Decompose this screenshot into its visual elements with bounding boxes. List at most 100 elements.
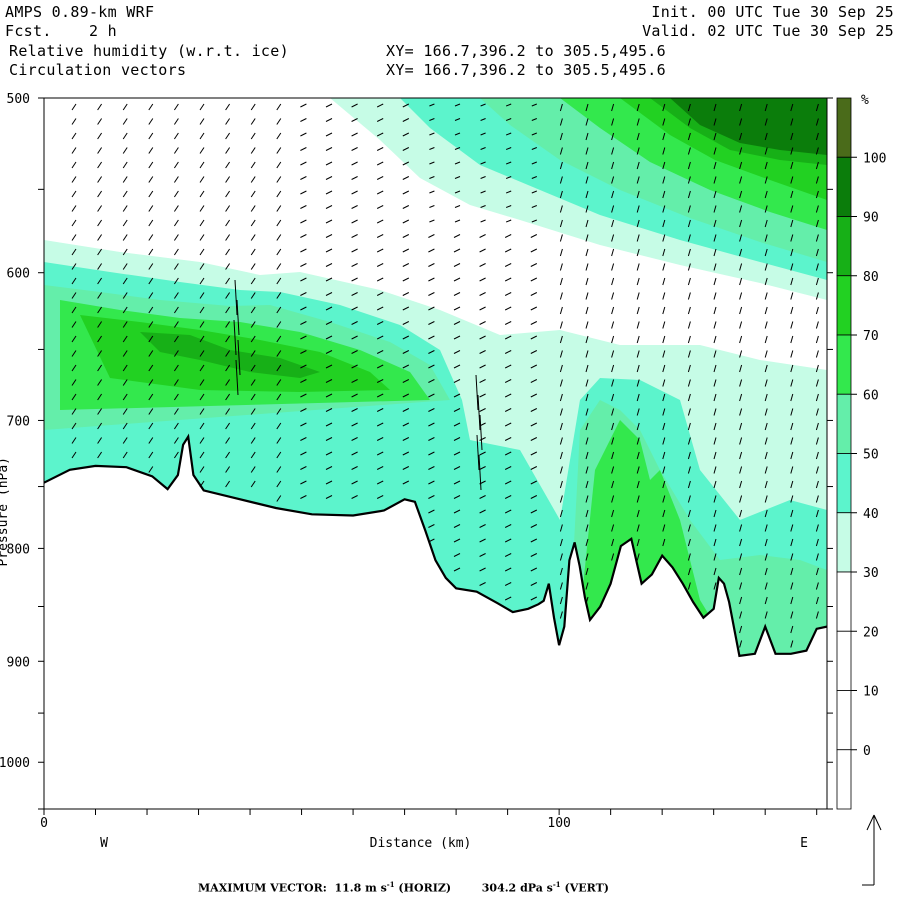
circulation-vector [636, 335, 640, 344]
circulation-vector [662, 422, 666, 431]
circulation-vector [636, 437, 640, 445]
circulation-vector [790, 451, 794, 460]
circulation-vector [739, 306, 743, 315]
circulation-vector [453, 321, 461, 325]
circulation-vector [402, 466, 410, 470]
circulation-vector [662, 277, 666, 286]
circulation-vector [428, 263, 435, 267]
circulation-vector [687, 379, 691, 387]
circulation-vector [739, 190, 743, 199]
circulation-vector [71, 408, 77, 415]
circulation-vector [764, 132, 768, 141]
circulation-vector [815, 248, 819, 257]
circulation-vector [687, 118, 691, 126]
circulation-vector [739, 524, 743, 532]
circulation-vector [790, 132, 794, 141]
circulation-vector [815, 234, 819, 242]
circulation-vector [480, 132, 486, 136]
circulation-vector [300, 437, 307, 441]
circulation-vector [611, 437, 615, 445]
circulation-vector [402, 480, 410, 485]
circulation-vector [585, 263, 589, 271]
circulation-vector [300, 219, 307, 224]
circulation-vector [300, 277, 307, 282]
circulation-vector [530, 306, 538, 311]
circulation-vector [636, 379, 640, 387]
circulation-vector [559, 393, 563, 402]
circulation-vector [636, 132, 640, 141]
circulation-vector [199, 408, 205, 415]
circulation-vector [480, 147, 486, 150]
circulation-vector [402, 451, 410, 456]
circulation-vector [402, 118, 410, 122]
circulation-vector [713, 219, 717, 228]
circulation-vector [611, 509, 615, 518]
circulation-vector [739, 321, 743, 329]
circulation-vector [530, 292, 538, 296]
circulation-vector [97, 451, 103, 459]
circulation-vector [71, 190, 77, 198]
circulation-vector [173, 335, 179, 343]
circulation-vector [480, 205, 486, 208]
circulation-vector [713, 582, 717, 590]
x-tick-label: 0 [40, 816, 48, 831]
circulation-vector [739, 625, 743, 634]
circulation-vector [453, 466, 461, 470]
circulation-vector [636, 161, 640, 170]
circulation-vector [611, 147, 615, 155]
circulation-vector [300, 234, 307, 238]
valid-time: Valid. 02 UTC Tue 30 Sep 25 [642, 22, 894, 40]
circulation-vector [739, 147, 743, 155]
circulation-vector [429, 190, 435, 194]
circulation-vector [790, 205, 794, 213]
circulation-vector [276, 408, 282, 415]
circulation-vector [225, 248, 231, 256]
circulation-vector [815, 350, 819, 358]
circulation-vector [376, 118, 384, 122]
circulation-vector [453, 567, 461, 572]
circulation-vector [250, 292, 256, 299]
circulation-vector [97, 263, 103, 270]
circulation-vector [376, 422, 384, 427]
circulation-vector [530, 524, 538, 528]
circulation-vector [300, 190, 307, 195]
circulation-vector [559, 582, 563, 590]
circulation-vector [559, 147, 563, 155]
circulation-vector [559, 350, 563, 358]
circulation-vector [530, 553, 538, 557]
circulation-vector [739, 132, 743, 141]
circulation-vector [122, 408, 128, 415]
circulation-vector [764, 219, 768, 228]
circulation-vector [276, 103, 282, 111]
circulation-vector [122, 118, 128, 125]
circulation-vector [815, 306, 819, 315]
circulation-vector [531, 132, 537, 136]
circulation-vector [636, 277, 640, 286]
circulation-vector [687, 350, 691, 358]
circulation-vector [351, 437, 358, 441]
circulation-vector [662, 466, 666, 474]
circulation-vector [148, 393, 154, 401]
circulation-vector [325, 234, 333, 238]
circulation-vector [479, 335, 486, 340]
circulation-vector [428, 480, 435, 485]
circulation-vector [276, 379, 282, 386]
circulation-vector [611, 466, 615, 474]
circulation-vector [453, 408, 461, 412]
circulation-vector [739, 277, 743, 286]
colorbar-swatch [836, 97, 852, 158]
circulation-vector [585, 466, 589, 474]
circulation-vector [790, 190, 794, 199]
circulation-vector [71, 335, 77, 343]
circulation-vector [687, 335, 691, 344]
circulation-vector [122, 161, 128, 169]
max-vert-unit: dPa s [520, 881, 553, 895]
circulation-vector [199, 379, 205, 386]
max-horiz-value: 11.8 [334, 881, 362, 895]
circulation-vector [636, 306, 640, 315]
circulation-vector [687, 147, 691, 155]
colorbar-swatch [836, 571, 852, 632]
circulation-vector [815, 495, 819, 503]
circulation-vector [122, 263, 128, 270]
circulation-vector [790, 524, 794, 532]
